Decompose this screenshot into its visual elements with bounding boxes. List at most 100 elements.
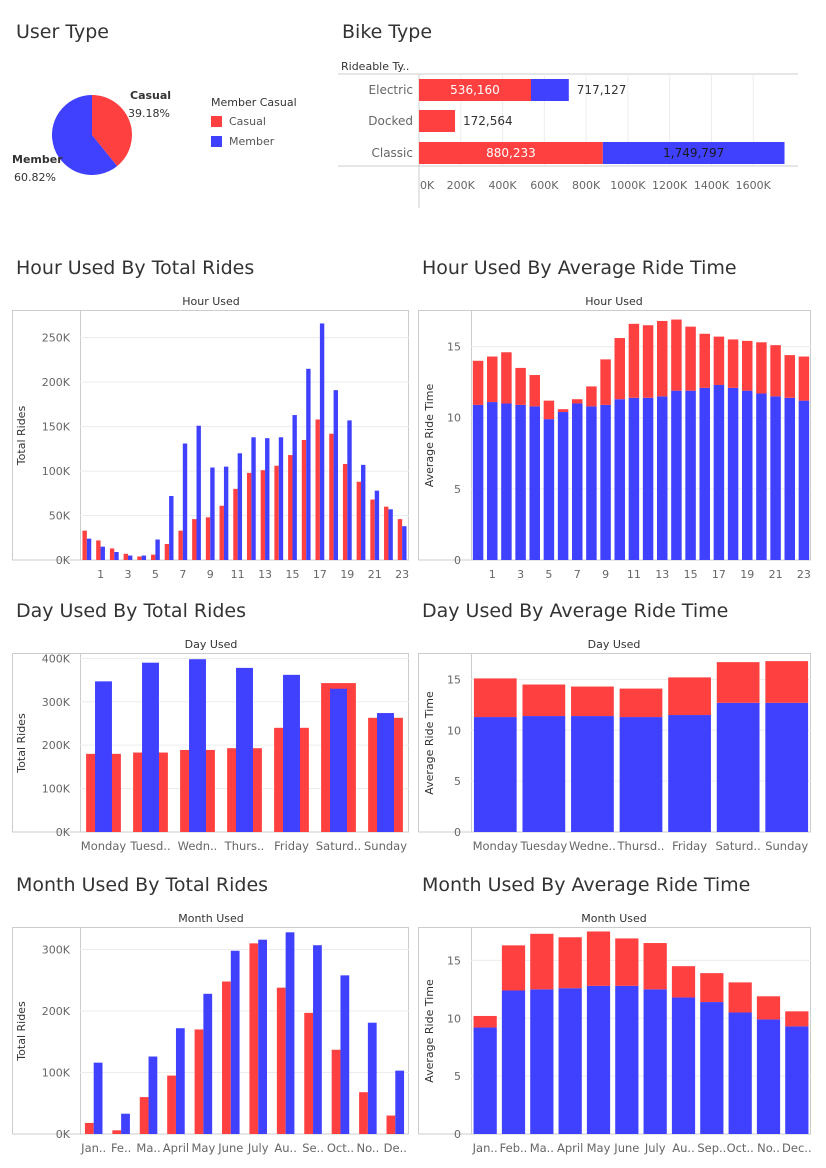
hour-total-bar-10-casual[interactable] — [219, 505, 224, 560]
month-avg-bar-january-casual[interactable] — [473, 1015, 497, 1028]
hour-avg-bar-7-member[interactable] — [572, 403, 583, 560]
hour-total-bar-5-member[interactable] — [155, 539, 160, 560]
hour-total-bar-5-casual[interactable] — [151, 554, 156, 560]
hour-avg-bar-20-casual[interactable] — [756, 342, 767, 394]
day-avg-bar-wednesday-member[interactable] — [571, 716, 614, 832]
month-avg-bar-february-casual[interactable] — [501, 945, 526, 991]
month-avg-bar-october-casual[interactable] — [728, 982, 752, 1013]
hour-total-bar-20-casual[interactable] — [356, 481, 362, 560]
hour-avg-bar-17-casual[interactable] — [713, 336, 725, 385]
hour-total-bar-4-casual[interactable] — [137, 556, 142, 560]
legend-item-casual[interactable]: Casual — [211, 115, 297, 128]
hour-avg-bar-13-casual[interactable] — [657, 320, 668, 397]
month-avg-bar-january-member[interactable] — [473, 1027, 497, 1134]
hour-avg-bar-15-casual[interactable] — [685, 326, 696, 391]
day-total-bar-sunday-member[interactable] — [377, 713, 394, 832]
hour-avg-bar-22-casual[interactable] — [784, 355, 795, 398]
hour-avg-bar-21-member[interactable] — [770, 396, 781, 560]
hour-total-bar-22-member[interactable] — [388, 509, 393, 560]
hour-total-bar-18-member[interactable] — [333, 390, 338, 560]
hour-total-bar-8-casual[interactable] — [192, 519, 197, 560]
hour-avg-bar-7-casual[interactable] — [572, 399, 583, 404]
legend-item-member[interactable]: Member — [211, 135, 297, 148]
month-total-bar-march-member[interactable] — [148, 1056, 158, 1134]
hour-total-bar-12-member[interactable] — [251, 437, 256, 560]
hour-avg-bar-8-member[interactable] — [586, 406, 597, 560]
month-avg-bar-july-casual[interactable] — [643, 943, 667, 990]
day-total-bar-tuesday-member[interactable] — [142, 662, 159, 832]
hour-total-bar-11-member[interactable] — [237, 453, 243, 560]
hour-avg-bar-17-member[interactable] — [713, 384, 725, 560]
hour-avg-bar-2-casual[interactable] — [501, 352, 512, 404]
day-avg-bar-tuesday-casual[interactable] — [522, 684, 566, 717]
bike-bar-electric-casual[interactable] — [419, 79, 531, 101]
hour-avg-bar-3-member[interactable] — [515, 404, 526, 560]
hour-avg-bar-0-casual[interactable] — [472, 360, 484, 405]
month-avg-bar-november-member[interactable] — [756, 1019, 781, 1134]
hour-total-bar-21-member[interactable] — [374, 490, 380, 560]
hour-avg-bar-12-member[interactable] — [642, 397, 654, 560]
month-avg-bar-may-casual[interactable] — [586, 931, 611, 986]
day-avg-bar-wednesday-casual[interactable] — [571, 686, 614, 717]
hour-avg-bar-19-member[interactable] — [742, 390, 753, 560]
hour-avg-bar-14-casual[interactable] — [671, 319, 682, 391]
month-total-bar-july-casual[interactable] — [249, 943, 259, 1134]
month-avg-bar-november-casual[interactable] — [756, 996, 781, 1020]
month-total-bar-november-casual[interactable] — [359, 1092, 368, 1134]
hour-total-bar-4-member[interactable] — [141, 555, 147, 560]
month-total-bar-july-member[interactable] — [258, 939, 267, 1134]
month-total-bar-november-member[interactable] — [367, 1022, 377, 1134]
month-avg-bar-february-member[interactable] — [501, 990, 526, 1134]
day-avg-bar-thursday-casual[interactable] — [619, 688, 663, 718]
hour-avg-bar-12-casual[interactable] — [642, 325, 654, 398]
hour-avg-bar-11-casual[interactable] — [628, 323, 640, 398]
hour-total-bar-2-member[interactable] — [114, 551, 119, 560]
hour-avg-bar-1-casual[interactable] — [487, 356, 498, 403]
day-total-bar-thursday-member[interactable] — [236, 667, 253, 832]
hour-total-bar-1-member[interactable] — [100, 546, 105, 560]
hour-total-bar-6-casual[interactable] — [164, 543, 170, 560]
hour-avg-bar-15-member[interactable] — [685, 390, 696, 560]
hour-total-bar-12-casual[interactable] — [246, 472, 252, 560]
month-total-bar-september-member[interactable] — [313, 945, 322, 1134]
day-avg-bar-monday-casual[interactable] — [473, 678, 517, 718]
month-avg-bar-december-casual[interactable] — [785, 1011, 809, 1027]
month-avg-bar-april-member[interactable] — [558, 988, 582, 1134]
hour-total-bar-21-casual[interactable] — [370, 499, 375, 560]
month-total-bar-may-member[interactable] — [203, 993, 213, 1134]
month-avg-bar-march-casual[interactable] — [530, 933, 554, 990]
bike-bar-electric-member[interactable] — [530, 79, 569, 101]
pie-slice-casual[interactable] — [92, 95, 132, 167]
bike-bar-classic-member[interactable] — [602, 142, 785, 164]
hour-avg-bar-20-member[interactable] — [756, 393, 767, 560]
month-avg-bar-march-member[interactable] — [530, 989, 554, 1134]
month-avg-bar-april-casual[interactable] — [558, 937, 582, 989]
hour-total-bar-2-casual[interactable] — [109, 548, 115, 560]
day-total-bar-saturday-member[interactable] — [330, 688, 347, 832]
hour-total-bar-6-member[interactable] — [169, 495, 174, 560]
hour-total-bar-13-member[interactable] — [265, 438, 270, 560]
hour-total-bar-15-casual[interactable] — [288, 455, 293, 560]
month-total-bar-may-casual[interactable] — [194, 1029, 204, 1134]
hour-total-bar-23-member[interactable] — [402, 526, 407, 560]
hour-total-bar-17-member[interactable] — [319, 323, 325, 560]
hour-total-bar-14-casual[interactable] — [274, 465, 279, 560]
hour-avg-bar-13-member[interactable] — [657, 396, 668, 560]
hour-avg-bar-6-casual[interactable] — [557, 409, 569, 413]
hour-avg-bar-10-member[interactable] — [614, 399, 625, 560]
hour-avg-bar-18-casual[interactable] — [727, 339, 739, 388]
hour-total-bar-22-casual[interactable] — [384, 506, 389, 560]
hour-avg-bar-22-member[interactable] — [784, 397, 795, 560]
bike-bar-classic-casual[interactable] — [419, 142, 603, 164]
hour-avg-bar-2-member[interactable] — [501, 403, 512, 560]
hour-avg-bar-16-member[interactable] — [699, 387, 710, 560]
day-avg-bar-saturday-member[interactable] — [716, 702, 760, 832]
month-avg-bar-may-member[interactable] — [586, 985, 611, 1134]
month-avg-bar-july-member[interactable] — [643, 989, 667, 1134]
month-total-bar-february-member[interactable] — [121, 1113, 130, 1134]
hour-avg-bar-21-casual[interactable] — [770, 345, 781, 397]
day-total-bar-wednesday-member[interactable] — [189, 659, 206, 832]
month-total-bar-december-member[interactable] — [395, 1070, 405, 1134]
hour-avg-bar-6-member[interactable] — [557, 412, 569, 560]
month-total-bar-august-casual[interactable] — [276, 987, 286, 1134]
